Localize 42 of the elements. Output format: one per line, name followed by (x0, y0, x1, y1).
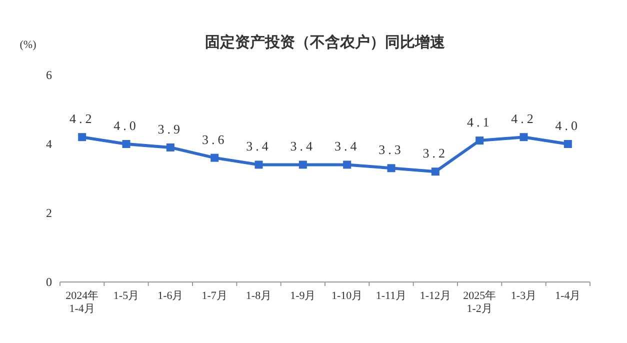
text: 3.4 (334, 138, 360, 154)
point (122, 140, 130, 148)
y-tick-label: 6 (46, 68, 52, 82)
point (431, 168, 440, 176)
chart-title: 固定资产投资（不含农户）同比增速 (205, 33, 446, 51)
y-tick-label: 4 (46, 137, 52, 151)
text: 3.3 (378, 142, 404, 158)
x-tick-label: 2024年 1-4月 (66, 290, 99, 316)
x-tick-label: 1-5月 (113, 290, 140, 302)
x-tick-label: 1-10月 (331, 290, 363, 302)
x-tick-label: 1-3月 (510, 290, 537, 302)
x-tick-label: 1-9月 (290, 290, 316, 302)
x-tick-label: 1-6月 (158, 290, 184, 302)
y-axis-title: (%) (20, 39, 37, 51)
text: 4.1 (466, 114, 492, 130)
x-tick-label: 1-7月 (202, 290, 228, 302)
point (166, 143, 174, 152)
point (564, 140, 572, 148)
text: 4.2 (511, 111, 536, 126)
x-tick-label: 1-12月 (420, 290, 452, 302)
text: 4.2 (69, 111, 95, 126)
point (387, 164, 396, 172)
text: 3.4 (246, 138, 272, 154)
point (343, 160, 352, 169)
y-tick-label: 0 (46, 275, 52, 289)
point (254, 160, 263, 169)
point (298, 160, 307, 169)
text: 4.0 (555, 118, 581, 133)
text: 3.2 (422, 146, 448, 161)
point (476, 136, 484, 145)
text: 3.9 (158, 121, 184, 136)
text: 3.4 (290, 138, 316, 154)
x-tick-label: 2025年 1-2月 (463, 290, 496, 316)
point (210, 154, 219, 162)
text: 3.6 (202, 132, 228, 147)
x-tick-label: 1-4月 (555, 290, 581, 302)
y-tick-label: 2 (46, 206, 52, 220)
text: 4.0 (114, 118, 139, 133)
x-tick-label: 1-8月 (246, 290, 272, 302)
point (78, 133, 86, 142)
x-tick-label: 1-11月 (376, 290, 407, 302)
point (520, 133, 528, 142)
